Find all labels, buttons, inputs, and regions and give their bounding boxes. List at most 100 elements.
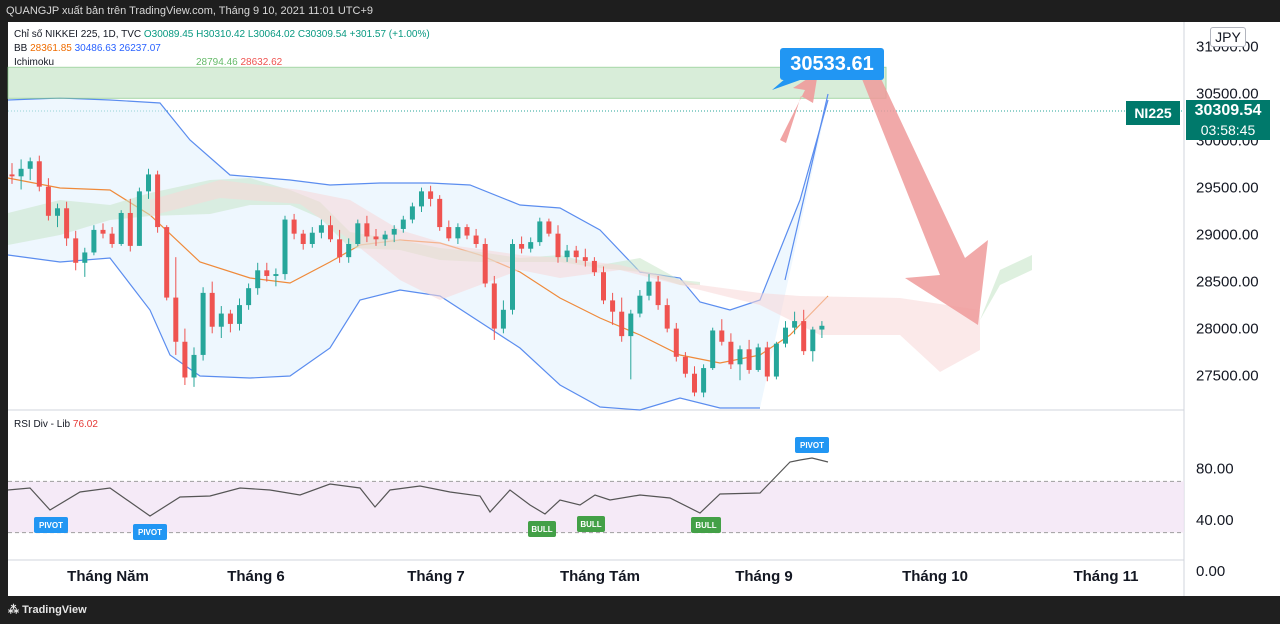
- legend-rsi: RSI Div - Lib 76.02: [14, 419, 98, 431]
- candle-body: [582, 257, 588, 261]
- candle-body: [755, 347, 761, 370]
- pivot-badge-text: PIVOT: [39, 521, 63, 530]
- legend-bb: BB 28361.85 30486.63 26237.07: [14, 43, 161, 55]
- candle-body: [36, 161, 42, 187]
- price-tick: 29500.00: [1196, 180, 1259, 197]
- publisher-text: QUANGJP xuất bản trên TradingView.com, T…: [6, 5, 373, 17]
- candle-body: [27, 161, 33, 169]
- rsi-tick: 80.00: [1196, 461, 1234, 478]
- candle-body: [409, 206, 415, 220]
- candle-body: [746, 349, 752, 370]
- candle-body: [692, 373, 697, 393]
- candle-body: [364, 223, 370, 237]
- candle-body: [619, 311, 625, 337]
- candle-body: [109, 233, 115, 244]
- candle-body: [127, 212, 133, 246]
- ohlc-line: O30089.45 H30310.42 L30064.02 C30309.54 …: [143, 29, 430, 40]
- candle-body: [164, 227, 170, 298]
- candle-body: [719, 330, 725, 342]
- bull-badge: [528, 521, 556, 537]
- candle-body: [273, 274, 279, 276]
- candle-body: [646, 281, 652, 296]
- bb-basis-value: 28361.85: [30, 43, 72, 54]
- price-tick: 29000.00: [1196, 227, 1259, 244]
- candle-body: [264, 270, 270, 276]
- resistance-zone: [7, 66, 887, 99]
- candle-body: [300, 233, 306, 244]
- candle-body: [664, 305, 670, 329]
- candlesticks: [9, 93, 829, 398]
- candle-body: [373, 236, 379, 240]
- axes: 31000.0030500.0030000.0029500.0029000.00…: [67, 39, 1258, 585]
- pivot-badge-text: PIVOT: [138, 528, 162, 537]
- countdown: 03:58:45: [1200, 122, 1256, 138]
- candle-body: [682, 356, 688, 374]
- candle-body: [637, 295, 643, 314]
- candle-body: [9, 174, 15, 177]
- price-tick: 28500.00: [1196, 274, 1259, 291]
- up-arrow: [780, 72, 818, 143]
- candle-body: [419, 191, 424, 207]
- candle-body: [18, 168, 24, 177]
- pivot-badge: [133, 524, 167, 540]
- month-label: Tháng 9: [735, 568, 793, 585]
- candle-body: [146, 174, 151, 192]
- rsi-line: [7, 457, 829, 517]
- candle-body: [309, 232, 315, 244]
- candle-body: [218, 313, 224, 327]
- currency-button[interactable]: JPY: [1210, 27, 1246, 47]
- candle-body: [191, 354, 197, 378]
- resistance-zone-rect: [7, 66, 887, 99]
- tradingview-logo[interactable]: ⁂ TradingView: [8, 604, 87, 616]
- candle-body: [346, 244, 352, 258]
- candle-body: [100, 229, 106, 234]
- candle-body: [710, 330, 716, 369]
- candle-body: [291, 219, 297, 234]
- symbol-line: Chỉ số NIKKEI 225, 1D, TVC: [14, 29, 142, 40]
- candle-body: [564, 250, 570, 258]
- candle-body: [473, 235, 479, 244]
- pivot-badge-text: PIVOT: [800, 441, 824, 450]
- candle-body: [400, 219, 406, 229]
- rsi-panel: PIVOT PIVOT PIVOT BULL BULL BULL: [7, 437, 1184, 540]
- bull-badge-text: BULL: [531, 525, 552, 534]
- candle-body: [555, 233, 561, 258]
- candle-body: [45, 186, 51, 216]
- last-price-badge: 30309.54 03:58:45: [1186, 100, 1270, 140]
- candle-body: [801, 321, 807, 352]
- candle-body: [573, 250, 579, 258]
- month-label: Tháng Tám: [560, 568, 640, 585]
- candle-body: [355, 223, 361, 244]
- candle-body: [737, 349, 743, 365]
- bull-badge: [691, 517, 721, 533]
- candle-body: [819, 325, 825, 330]
- candle-body: [318, 225, 324, 233]
- candle-body: [173, 297, 179, 342]
- bb-lower-line: [7, 254, 760, 411]
- price-tick: 30500.00: [1196, 86, 1259, 103]
- candle-body: [601, 272, 606, 301]
- candle-body: [537, 221, 543, 243]
- candle-body: [200, 292, 206, 355]
- candle-body: [182, 341, 188, 378]
- ichimoku-a-value: 28794.46: [196, 57, 238, 68]
- candle-body: [464, 227, 470, 236]
- candle-body: [446, 227, 452, 239]
- candle-body: [500, 309, 506, 329]
- month-label: Tháng Năm: [67, 568, 149, 585]
- candle-body: [628, 313, 634, 337]
- ichimoku-b-value: 28632.62: [240, 57, 283, 68]
- candle-body: [382, 234, 388, 240]
- candle-body: [246, 288, 252, 306]
- candle-body: [91, 229, 97, 253]
- brand-text: TradingView: [22, 604, 87, 616]
- rsi-tick: 40.00: [1196, 512, 1234, 529]
- bb-lower-value: 26237.07: [119, 43, 161, 54]
- forecast-arrows: [772, 68, 988, 325]
- candle-body: [792, 321, 798, 328]
- bull-badge-text: BULL: [695, 521, 716, 530]
- publisher-bar: QUANGJP xuất bản trên TradingView.com, T…: [0, 0, 1280, 22]
- bull-badge-text: BULL: [580, 520, 601, 529]
- bb-upper-value: 30486.63: [74, 43, 117, 54]
